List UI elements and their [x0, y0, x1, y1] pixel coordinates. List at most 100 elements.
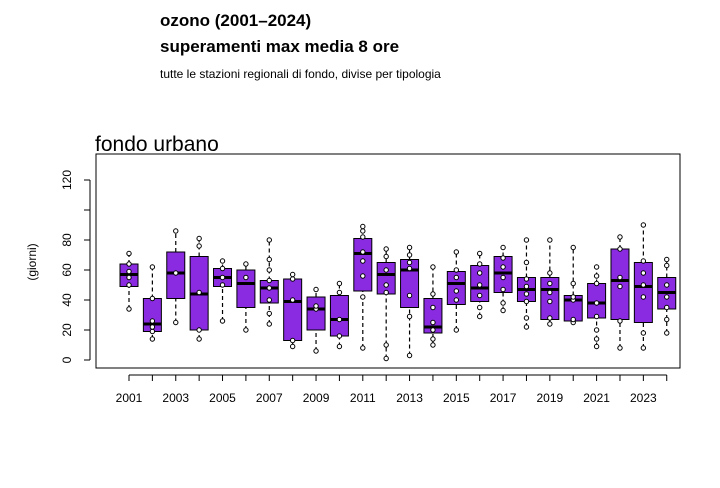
data-point: [219, 258, 226, 264]
data-point: [570, 244, 576, 251]
data-point: [126, 306, 132, 312]
data-point: [196, 327, 202, 333]
data-point: [664, 330, 670, 336]
data-point: [406, 259, 413, 266]
y-axis-label: (giorni): [25, 243, 39, 280]
data-point: [289, 343, 296, 350]
data-point: [149, 328, 156, 335]
data-point: [219, 282, 226, 288]
box-2004: [189, 235, 209, 342]
data-point: [547, 289, 553, 296]
data-point: [617, 283, 623, 290]
x-tick-label: 2009: [303, 391, 330, 405]
x-tick-label: 2011: [350, 391, 376, 405]
data-point: [547, 321, 553, 327]
data-point: [477, 270, 483, 276]
data-point: [219, 318, 226, 324]
data-point: [383, 289, 389, 296]
y-axis: 0 20 40 60 80 120: [60, 170, 91, 363]
data-point: [640, 345, 647, 351]
data-point: [126, 268, 132, 275]
box-2024: [657, 256, 677, 336]
box-body: [376, 262, 396, 295]
data-point: [477, 261, 483, 267]
page-title-line-2: superamenti max media 8 ore: [160, 37, 400, 56]
data-point: [430, 327, 436, 333]
data-point: [593, 327, 600, 333]
data-point: [149, 295, 156, 302]
data-point: [617, 318, 623, 324]
data-point: [383, 246, 389, 252]
box-body: [306, 296, 326, 331]
data-point: [500, 307, 506, 314]
data-point: [523, 237, 530, 243]
data-point: [406, 292, 413, 299]
data-point: [664, 256, 670, 263]
data-point: [266, 310, 272, 317]
data-point: [640, 222, 647, 228]
data-point: [406, 252, 413, 258]
data-point: [477, 282, 483, 288]
data-point: [360, 234, 366, 240]
data-point: [336, 343, 343, 350]
data-point: [570, 294, 576, 300]
data-point: [617, 345, 623, 351]
data-point: [664, 294, 670, 300]
x-tick-label: 2007: [256, 391, 283, 405]
data-point: [149, 264, 156, 270]
data-point: [360, 228, 366, 234]
data-point: [196, 336, 202, 342]
box-2022: [610, 234, 630, 351]
data-point: [430, 264, 436, 270]
data-point: [406, 352, 413, 359]
plot-frame: [95, 153, 681, 369]
data-point: [266, 285, 272, 291]
y-tick-label: 60: [60, 263, 74, 277]
data-point: [593, 313, 600, 320]
data-point: [430, 342, 436, 348]
data-point: [383, 282, 389, 288]
data-point: [126, 274, 132, 281]
data-point: [196, 243, 202, 249]
box-2013: [400, 244, 420, 359]
data-point: [547, 270, 553, 276]
data-point: [664, 316, 670, 323]
x-tick-label: 2003: [162, 391, 189, 405]
data-point: [430, 304, 436, 311]
data-point: [406, 265, 413, 272]
data-point: [266, 237, 272, 243]
data-point: [149, 324, 156, 330]
data-point: [313, 348, 319, 354]
data-point: [196, 235, 202, 242]
box-2018: [516, 237, 536, 330]
y-tick-label: 40: [60, 293, 74, 307]
box-body: [353, 238, 373, 292]
data-point: [406, 244, 413, 251]
box-2003: [166, 228, 186, 326]
data-point: [523, 291, 530, 297]
data-point: [336, 280, 343, 287]
data-point: [383, 253, 389, 260]
x-tick-label: 2021: [583, 391, 610, 405]
data-point: [523, 276, 530, 282]
data-point: [500, 244, 506, 251]
data-point: [640, 330, 647, 336]
box-2017: [493, 244, 513, 314]
data-point: [593, 336, 600, 342]
box-2015: [446, 249, 466, 333]
data-point: [477, 292, 483, 299]
data-point: [430, 336, 436, 342]
data-point: [149, 336, 156, 342]
box-2019: [540, 237, 560, 327]
box-2002: [142, 264, 162, 342]
box-2023: [633, 222, 653, 351]
box-body: [329, 295, 349, 337]
y-tick-label: 80: [60, 233, 74, 247]
x-tick-label: 2005: [209, 391, 236, 405]
data-point: [336, 316, 343, 323]
data-point: [547, 315, 553, 321]
data-point: [126, 250, 132, 257]
data-point: [500, 264, 506, 270]
data-point: [477, 250, 483, 257]
